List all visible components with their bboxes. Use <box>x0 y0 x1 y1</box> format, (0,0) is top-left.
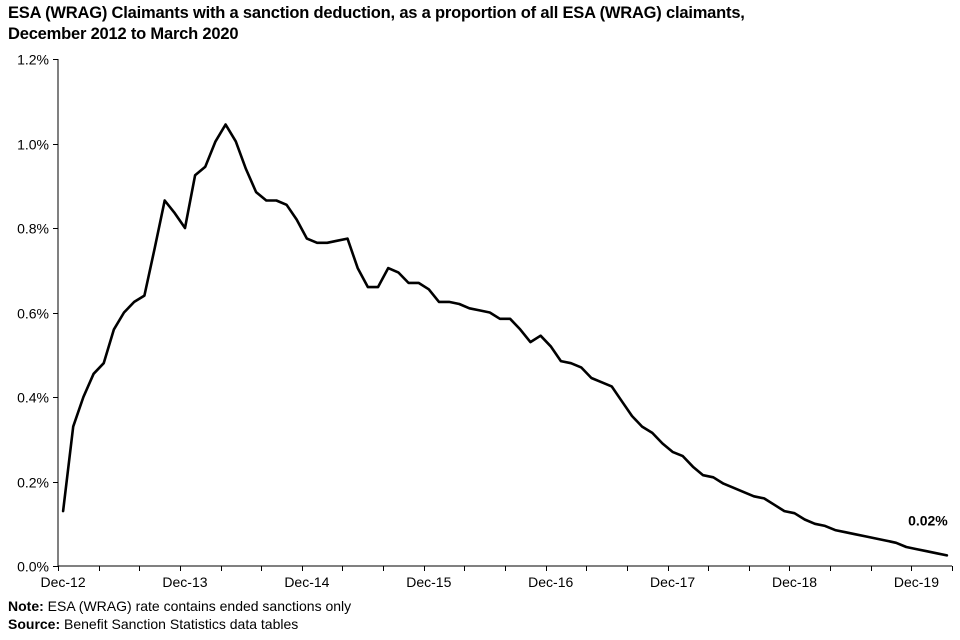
y-tick-label: 0.8% <box>17 221 49 237</box>
x-tick-label: Dec-13 <box>162 574 207 590</box>
x-tick-label: Dec-16 <box>528 574 573 590</box>
source-line: Source: Benefit Sanction Statistics data… <box>8 615 351 633</box>
y-tick-label: 1.2% <box>17 52 49 68</box>
x-tick-label: Dec-14 <box>284 574 329 590</box>
x-tick-label: Dec-12 <box>41 574 86 590</box>
y-tick-label: 0.2% <box>17 475 49 491</box>
x-tick-label: Dec-17 <box>650 574 695 590</box>
chart-title-line-1: ESA (WRAG) Claimants with a sanction ded… <box>8 4 745 22</box>
series-layer <box>61 123 949 557</box>
annotation-layer: 0.02% <box>908 512 948 528</box>
x-tick-label: Dec-19 <box>894 574 939 590</box>
chart-title: ESA (WRAG) Claimants with a sanction ded… <box>8 3 953 45</box>
chart-notes: Note: ESA (WRAG) rate contains ended san… <box>8 597 351 633</box>
y-tick-label: 0.6% <box>17 306 49 322</box>
source-label: Source: <box>8 616 61 632</box>
x-axis: Dec-12 Dec-13 Dec-14 Dec-15 Dec-16 Dec-17 Dec-… <box>41 565 953 590</box>
note-label: Note: <box>8 598 44 614</box>
note-text: ESA (WRAG) rate contains ended sanctions… <box>43 598 352 614</box>
note-line: Note: ESA (WRAG) rate contains ended san… <box>8 597 351 615</box>
series-line <box>61 123 949 557</box>
y-axis: 0.0% 0.2% 0.4% 0.6% 0.8% 1.0% 1.2% <box>17 52 59 575</box>
y-tick-label: 1.0% <box>17 137 49 153</box>
y-tick-label: 0.0% <box>17 559 49 575</box>
source-text: Benefit Sanction Statistics data tables <box>60 616 299 632</box>
x-tick-label: Dec-18 <box>772 574 817 590</box>
data-label: 0.02% <box>908 512 948 528</box>
y-tick-label: 0.4% <box>17 390 49 406</box>
x-tick-label: Dec-15 <box>406 574 451 590</box>
chart-title-line-2: December 2012 to March 2020 <box>8 25 239 43</box>
